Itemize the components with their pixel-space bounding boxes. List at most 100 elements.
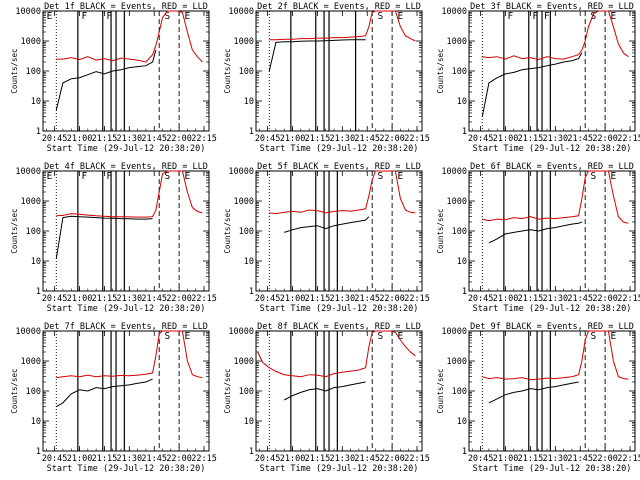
chart-panel-8: Det 8f BLACK = Events, RED = LLD 1 10 100 10… <box>223 322 430 474</box>
x-axis-label: Start Time (29-Jul-12 20:38:20) <box>47 304 206 314</box>
x-tick-label: 21:00 <box>280 454 306 464</box>
y-axis-label: Counts/sec <box>223 208 232 253</box>
y-tick-label: 1 <box>249 127 254 137</box>
marker-annotation: F <box>82 11 88 22</box>
series-line-lld <box>482 10 629 61</box>
y-tick-label: 1000 <box>447 357 467 367</box>
plot-frame <box>255 330 423 452</box>
series-line-lld <box>56 170 203 218</box>
chart-title: Det 6f BLACK = Events, RED = LLD <box>470 162 634 172</box>
y-tick-label: 1000 <box>447 197 467 207</box>
y-tick-label: 100 <box>239 67 254 77</box>
y-axis-label: Counts/sec <box>436 208 445 253</box>
x-tick-label: 22:15 <box>617 134 640 144</box>
y-tick-label: 10 <box>457 257 467 267</box>
y-tick-label: 1000 <box>234 197 254 207</box>
y-tick-label: 10000 <box>15 327 41 337</box>
chart-title: Det 2f BLACK = Events, RED = LLD <box>257 2 421 12</box>
y-tick-label: 10000 <box>228 167 254 177</box>
y-tick-label: 100 <box>239 387 254 397</box>
x-tick-label: 22:00 <box>592 294 618 304</box>
y-tick-label: 10 <box>31 417 41 427</box>
chart-panel-2: Det 2f BLACK = Events, RED = LLD 1 10 100 10… <box>223 2 430 154</box>
x-tick-label: 22:15 <box>191 294 217 304</box>
x-tick-label: 21:15 <box>305 134 331 144</box>
marker-annotation: E <box>184 331 190 342</box>
series-line-lld <box>482 170 629 224</box>
plot-frame <box>468 10 636 132</box>
marker-annotation: S <box>165 331 171 342</box>
x-tick-label: 21:00 <box>280 134 306 144</box>
y-tick-label: 100 <box>239 227 254 237</box>
x-tick-label: 21:15 <box>305 454 331 464</box>
x-tick-label: 21:15 <box>92 294 118 304</box>
plot-frame <box>468 330 636 452</box>
x-axis-label: Start Time (29-Jul-12 20:38:20) <box>260 464 419 474</box>
x-tick-label: 21:00 <box>67 134 93 144</box>
plot-frame <box>468 170 636 292</box>
x-tick-label: 21:00 <box>493 454 519 464</box>
y-tick-label: 10 <box>244 417 254 427</box>
marker-annotation: E <box>184 171 190 182</box>
y-tick-label: 10 <box>457 97 467 107</box>
x-axis-label: Start Time (29-Jul-12 20:38:20) <box>473 304 632 314</box>
chart-title: Det 7f BLACK = Events, RED = LLD <box>44 322 208 332</box>
marker-annotation: S <box>591 11 597 22</box>
x-tick-label: 22:00 <box>592 454 618 464</box>
x-axis-label: Start Time (29-Jul-12 20:38:20) <box>473 144 632 154</box>
y-tick-label: 1000 <box>21 197 41 207</box>
x-tick-label: 21:15 <box>305 294 331 304</box>
series-line-events <box>56 378 153 408</box>
series-line-events <box>284 216 370 233</box>
x-tick-label: 22:15 <box>617 294 640 304</box>
chart-title: Det 9f BLACK = Events, RED = LLD <box>470 322 634 332</box>
y-tick-label: 10000 <box>228 7 254 17</box>
x-tick-label: 21:00 <box>493 134 519 144</box>
x-axis-label: Start Time (29-Jul-12 20:38:20) <box>47 144 206 154</box>
x-tick-label: 21:15 <box>92 454 118 464</box>
chart-panel-3: Det 3f BLACK = Events, RED = LLD 1 10 100 10… <box>436 2 640 154</box>
y-tick-label: 1 <box>249 287 254 297</box>
x-tick-label: 21:30 <box>330 454 356 464</box>
x-tick-label: 22:15 <box>404 454 430 464</box>
marker-annotation: E <box>47 11 53 22</box>
marker-annotation: E <box>184 11 190 22</box>
y-tick-label: 1000 <box>21 357 41 367</box>
x-tick-label: 20:45 <box>255 454 281 464</box>
x-tick-label: 22:15 <box>191 134 217 144</box>
marker-annotation: E <box>610 11 616 22</box>
x-tick-label: 21:30 <box>117 134 143 144</box>
marker-annotation: F <box>544 11 550 22</box>
x-tick-label: 22:00 <box>379 294 405 304</box>
series-line-lld <box>56 330 203 379</box>
x-tick-label: 21:45 <box>567 454 593 464</box>
chart-panel-4: Det 4f BLACK = Events, RED = LLD 1 10 100 10… <box>10 162 217 314</box>
y-tick-label: 1 <box>36 447 41 457</box>
series-line-events <box>55 215 153 259</box>
x-tick-label: 20:45 <box>468 134 494 144</box>
chart-title: Det 4f BLACK = Events, RED = LLD <box>44 162 208 172</box>
marker-annotation: F <box>82 171 88 182</box>
marker-annotation: F <box>508 11 514 22</box>
series-line-events <box>481 52 583 117</box>
series-line-events <box>488 221 583 244</box>
marker-annotation: S <box>378 331 384 342</box>
y-axis-label: Counts/sec <box>223 48 232 93</box>
y-tick-label: 1000 <box>21 37 41 47</box>
x-tick-label: 21:00 <box>67 454 93 464</box>
x-tick-label: 20:45 <box>468 294 494 304</box>
marker-annotation: F <box>532 11 538 22</box>
x-tick-label: 20:45 <box>42 134 68 144</box>
x-tick-label: 22:15 <box>404 294 430 304</box>
x-tick-label: 21:30 <box>117 454 143 464</box>
x-tick-label: 21:30 <box>543 294 569 304</box>
y-tick-label: 100 <box>26 387 41 397</box>
plot-frame <box>42 330 210 452</box>
y-tick-label: 1 <box>36 127 41 137</box>
x-axis-label: Start Time (29-Jul-12 20:38:20) <box>260 304 419 314</box>
x-tick-label: 22:00 <box>166 454 192 464</box>
y-axis-label: Counts/sec <box>436 48 445 93</box>
series-line-lld <box>56 10 203 63</box>
chart-title: Det 8f BLACK = Events, RED = LLD <box>257 322 421 332</box>
